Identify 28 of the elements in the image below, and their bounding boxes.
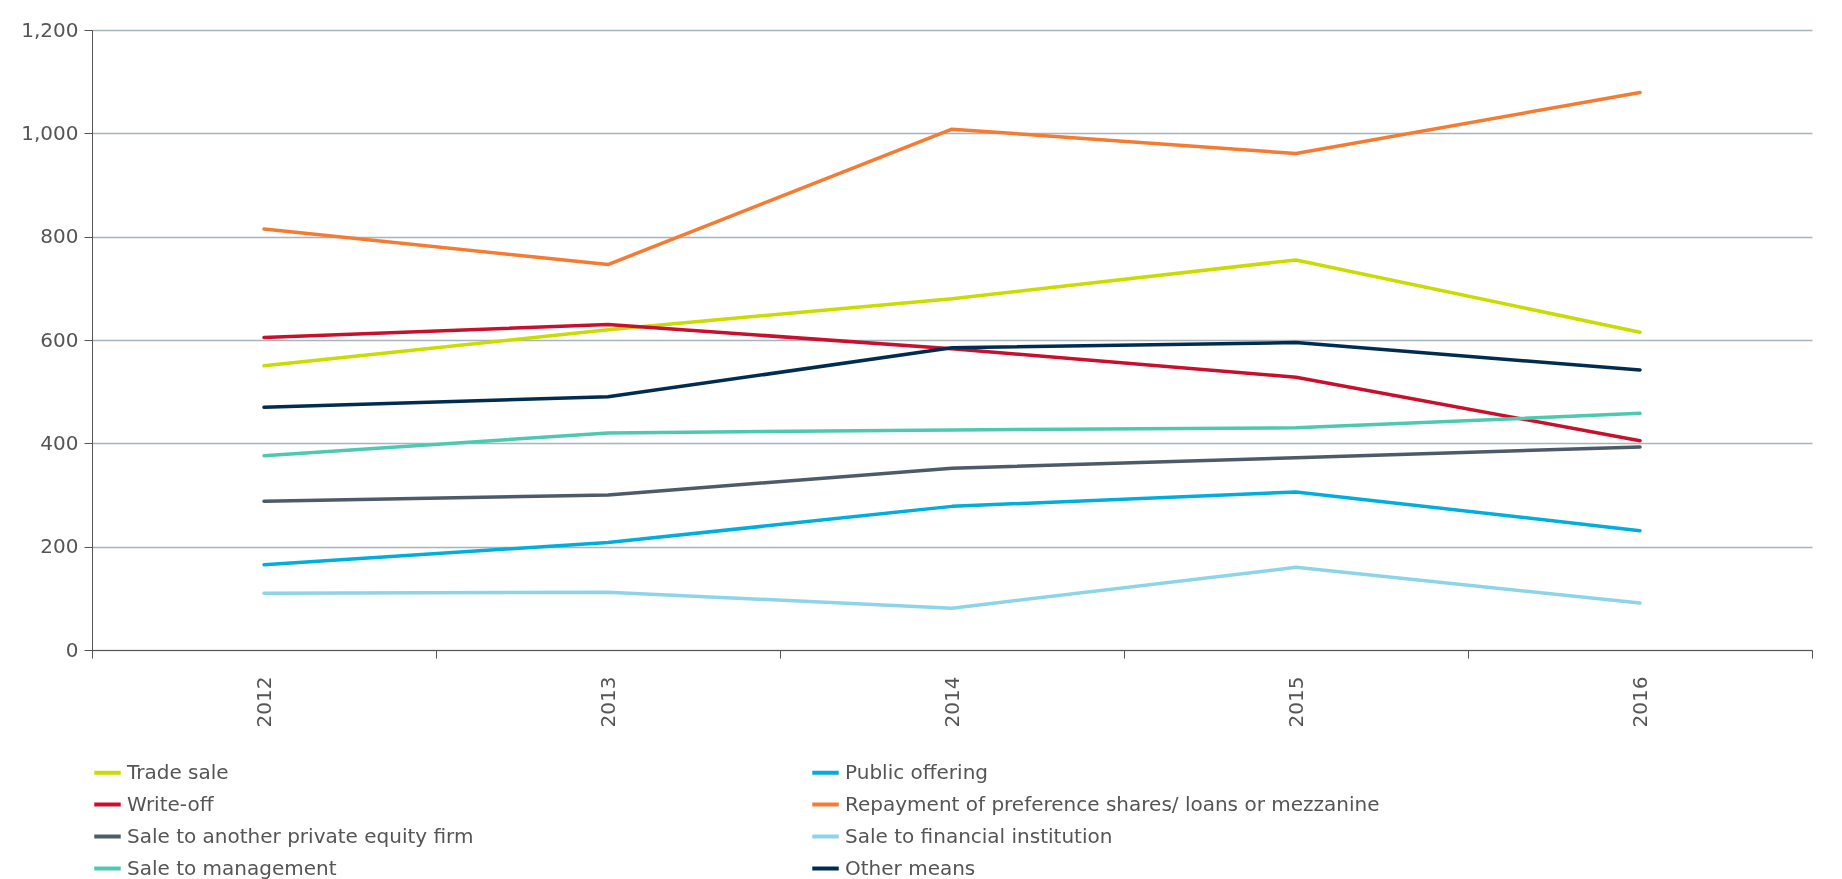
x-tick-label: 2013 xyxy=(595,676,620,728)
y-tick-label: 400 xyxy=(40,430,79,455)
y-tick-label: 200 xyxy=(40,534,79,559)
legend-label: Repayment of preference shares/ loans or mezzanine xyxy=(845,791,1380,816)
y-tick-label: 600 xyxy=(40,327,79,352)
legend-label: Trade sale xyxy=(126,759,229,784)
line-series xyxy=(262,565,1642,610)
x-tick-label: 2012 xyxy=(251,676,276,728)
legend-label: Other means xyxy=(845,855,976,879)
line-series xyxy=(262,322,1642,443)
y-tick-label: 1,200 xyxy=(21,17,79,42)
legend-label: Sale to another private equity firm xyxy=(127,823,474,848)
legend-label: Sale to financial institution xyxy=(845,823,1113,848)
legend-label: Write-off xyxy=(127,791,215,816)
x-tick-label: 2015 xyxy=(1283,676,1308,728)
line-series xyxy=(262,258,1642,368)
y-tick-label: 800 xyxy=(40,224,79,249)
line-series xyxy=(262,90,1642,267)
y-tick-label: 0 xyxy=(65,637,79,662)
line-series xyxy=(262,490,1642,567)
legend-label: Sale to management xyxy=(127,855,337,879)
y-tick-label: 1,000 xyxy=(21,120,79,145)
x-tick-label: 2016 xyxy=(1627,676,1652,728)
line-series xyxy=(262,411,1642,458)
x-tick-label: 2014 xyxy=(939,676,964,728)
line-series xyxy=(262,445,1642,503)
line-series xyxy=(262,340,1642,409)
legend-label: Public offering xyxy=(845,759,989,784)
